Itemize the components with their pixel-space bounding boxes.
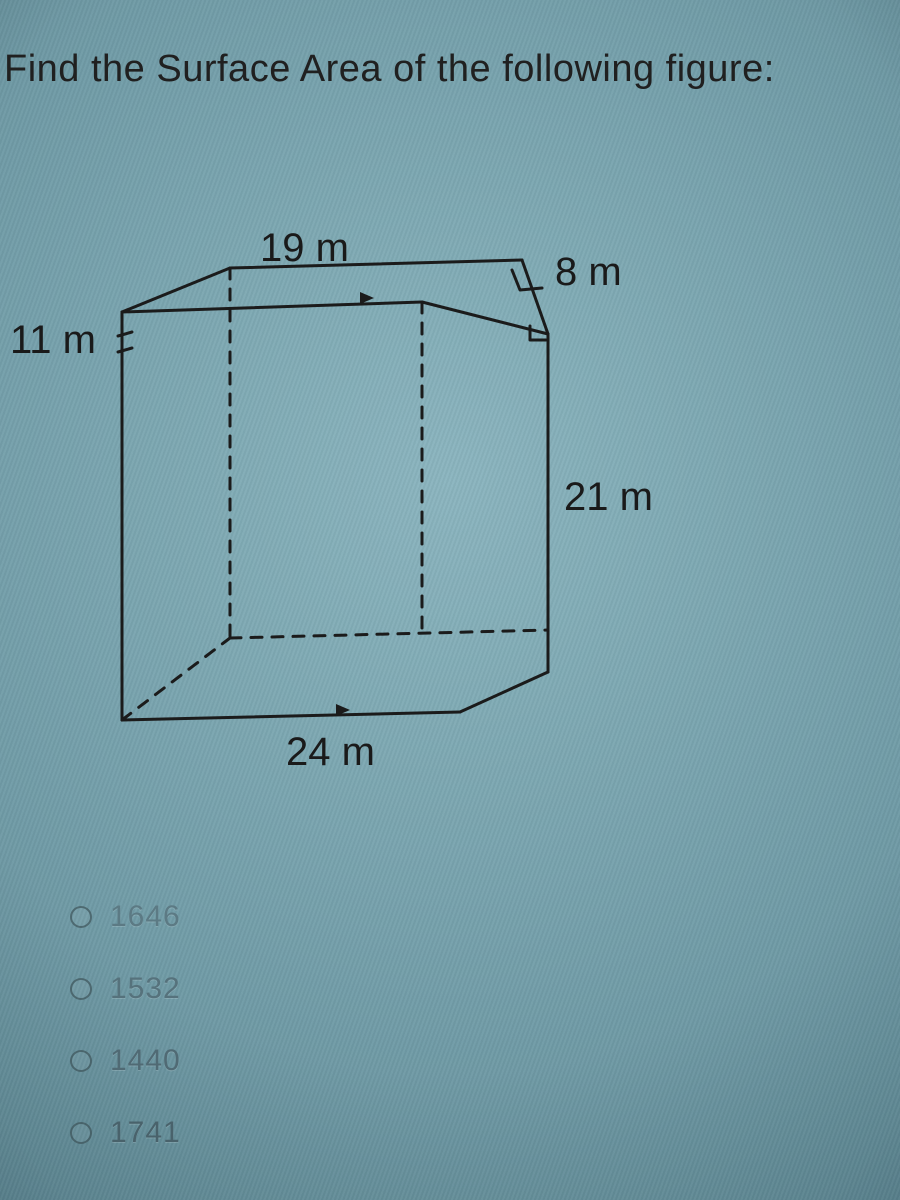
radio-icon: [70, 1122, 92, 1144]
radio-icon: [70, 1050, 92, 1072]
radio-icon: [70, 906, 92, 928]
option-1741[interactable]: 1741: [70, 1116, 181, 1150]
option-label: 1741: [110, 1116, 181, 1150]
option-1532[interactable]: 1532: [70, 972, 181, 1006]
option-label: 1532: [110, 972, 181, 1006]
option-label: 1646: [110, 900, 181, 934]
option-1646[interactable]: 1646: [70, 900, 181, 934]
prism-figure: [60, 240, 700, 780]
option-label: 1440: [110, 1044, 181, 1078]
answer-options: 1646 1532 1440 1741: [70, 900, 181, 1150]
radio-icon: [70, 978, 92, 1000]
question-text: Find the Surface Area of the following f…: [4, 48, 775, 91]
option-1440[interactable]: 1440: [70, 1044, 181, 1078]
